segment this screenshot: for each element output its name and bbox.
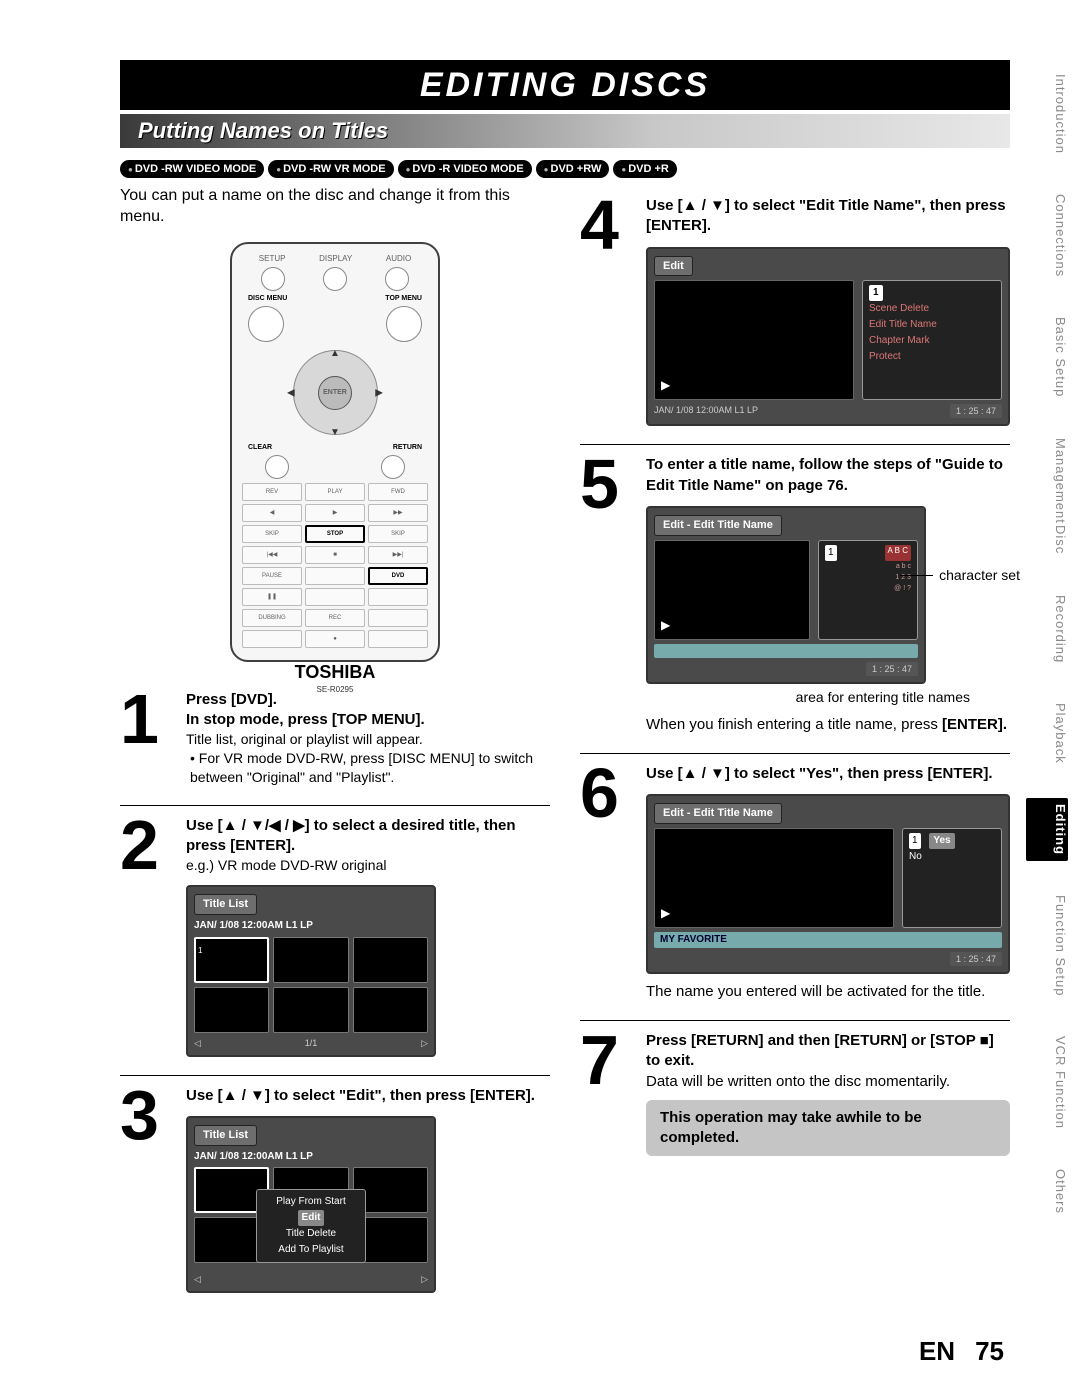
step-number: 3: [120, 1086, 172, 1294]
tab-basic-setup: Basic Setup: [1026, 311, 1068, 403]
disc-menu-label: DISC MENU: [248, 295, 287, 302]
osd-title: Edit - Edit Title Name: [654, 803, 782, 824]
menu-item: Add To Playlist: [263, 1242, 359, 1258]
dvd-badge: DVD +R: [613, 160, 677, 178]
menu-item-selected: Edit: [298, 1210, 325, 1226]
step-number: 5: [580, 455, 632, 735]
dvd-button: DVD: [368, 567, 428, 585]
step-number: 7: [580, 1031, 632, 1156]
osd-meta: JAN/ 1/08 12:00AM L1 LP: [194, 1150, 428, 1164]
page-title: EDITING DISCS: [420, 66, 710, 105]
menu-item: No: [909, 849, 995, 865]
step-5: 5 To enter a title name, follow the step…: [580, 444, 1010, 735]
dvd-badge: DVD -RW VIDEO MODE: [120, 160, 264, 178]
osd-meta: JAN/ 1/08 12:00AM L1 LP: [194, 919, 428, 933]
osd-title: Edit - Edit Title Name: [654, 515, 782, 536]
dvd-badge: DVD +RW: [536, 160, 610, 178]
osd-step2: Title List JAN/ 1/08 12:00AM L1 LP 1 ◁1/…: [186, 885, 436, 1056]
tab-function-setup: Function Setup: [1026, 889, 1068, 1002]
osd-title: Edit: [654, 256, 693, 277]
menu-item: Title Delete: [263, 1226, 359, 1242]
stop-button: STOP: [305, 525, 365, 543]
clear-label: CLEAR: [248, 444, 272, 451]
step-6: 6 Use [▲ / ▼] to select "Yes", then pres…: [580, 753, 1010, 1002]
step-3-line1: Use [▲ / ▼] to select "Edit", then press…: [186, 1086, 550, 1106]
step-4-line1: Use [▲ / ▼] to select "Edit Title Name",…: [646, 196, 1010, 237]
step-7-line1: Press [RETURN] and then [RETURN] or [STO…: [646, 1031, 1010, 1072]
dvd-badge: DVD -RW VR MODE: [268, 160, 393, 178]
step-1: 1 Press [DVD]. In stop mode, press [TOP …: [120, 680, 550, 787]
area-annotation: area for entering title names: [646, 688, 1010, 707]
osd-meta: JAN/ 1/08 12:00AM L1 LP: [654, 404, 758, 418]
step-2-note: e.g.) VR mode DVD-RW original: [186, 856, 550, 875]
remote-control: SETUPDISPLAYAUDIO DISC MENU TOP MENU ENT…: [230, 242, 440, 662]
step-1-note: Title list, original or playlist will ap…: [186, 730, 550, 749]
menu-item: Chapter Mark: [869, 333, 995, 349]
intro-text: You can put a name on the disc and chang…: [120, 186, 550, 228]
menu-item: Scene Delete: [869, 301, 995, 317]
step-2: 2 Use [▲ / ▼/◀ / ▶] to select a desired …: [120, 805, 550, 1057]
step-1-line2: In stop mode, press [TOP MENU].: [186, 710, 550, 730]
remote-model: SE-R0295: [242, 685, 428, 694]
osd-time: 1 : 25 : 47: [950, 952, 1002, 966]
osd-step5: Edit - Edit Title Name ▶ 1 A B C a b c1 …: [646, 506, 926, 684]
step-2-line1: Use [▲ / ▼/◀ / ▶] to select a desired ti…: [186, 816, 550, 857]
remote-brand: TOSHIBA: [242, 662, 428, 683]
menu-item: Edit Title Name: [869, 317, 995, 333]
tab-disc-management: DiscManagement: [1026, 432, 1068, 561]
step-3: 3 Use [▲ / ▼] to select "Edit", then pre…: [120, 1075, 550, 1294]
tab-vcr-function: VCR Function: [1026, 1030, 1068, 1135]
osd-step4: Edit ▶ 1 Scene Delete Edit Title Name Ch…: [646, 247, 1010, 427]
dvd-badge: DVD -R VIDEO MODE: [398, 160, 532, 178]
step-1-bullet: For VR mode DVD-RW, press [DISC MENU] to…: [190, 750, 533, 785]
enter-button: ENTER: [318, 376, 352, 410]
warning-box: This operation may take awhile to be com…: [646, 1100, 1010, 1157]
side-tabs: Introduction Connections Basic Setup Dis…: [1026, 68, 1068, 1220]
top-menu-label: TOP MENU: [385, 295, 422, 302]
header-bar: EDITING DISCS: [120, 60, 1010, 110]
osd-step6: Edit - Edit Title Name ▶ 1 Yes No MY FAV…: [646, 794, 1010, 973]
osd-edit-field: MY FAVORITE: [654, 932, 1002, 948]
step-6-line1: Use [▲ / ▼] to select "Yes", then press …: [646, 764, 1010, 784]
menu-item: Play From Start: [263, 1194, 359, 1210]
step-7: 7 Press [RETURN] and then [RETURN] or [S…: [580, 1020, 1010, 1156]
charset-annotation: character set: [939, 566, 1020, 585]
step-number: 6: [580, 764, 632, 1002]
step-6-note: The name you entered will be activated f…: [646, 982, 1010, 1002]
step-5-note2: [ENTER].: [942, 716, 1007, 733]
step-number: 4: [580, 196, 632, 426]
step-5-line1: To enter a title name, follow the steps …: [646, 455, 1010, 496]
menu-item: Protect: [869, 349, 995, 365]
section-title: Putting Names on Titles: [138, 118, 388, 144]
osd-time: 1 : 25 : 47: [950, 404, 1002, 418]
osd-title: Title List: [194, 894, 257, 915]
dvd-badges: DVD -RW VIDEO MODE DVD -RW VR MODE DVD -…: [120, 160, 1010, 178]
step-4: 4 Use [▲ / ▼] to select "Edit Title Name…: [580, 186, 1010, 426]
tab-connections: Connections: [1026, 188, 1068, 283]
sub-header-bar: Putting Names on Titles: [120, 114, 1010, 148]
step-number: 2: [120, 816, 172, 1057]
osd-step3: Title List JAN/ 1/08 12:00AM L1 LP Play …: [186, 1116, 436, 1293]
osd-title: Title List: [194, 1125, 257, 1146]
tab-recording: Recording: [1026, 589, 1068, 669]
return-label: RETURN: [393, 444, 422, 451]
step-number: 1: [120, 690, 172, 787]
menu-item-selected: Yes: [929, 833, 954, 849]
tab-introduction: Introduction: [1026, 68, 1068, 160]
tab-others: Others: [1026, 1163, 1068, 1220]
page-number: EN75: [919, 1336, 1004, 1367]
step-7-note: Data will be written onto the disc momen…: [646, 1072, 1010, 1092]
tab-editing: Editing: [1026, 798, 1068, 861]
tab-playback: Playback: [1026, 697, 1068, 770]
step-5-note: When you finish entering a title name, p…: [646, 716, 938, 733]
